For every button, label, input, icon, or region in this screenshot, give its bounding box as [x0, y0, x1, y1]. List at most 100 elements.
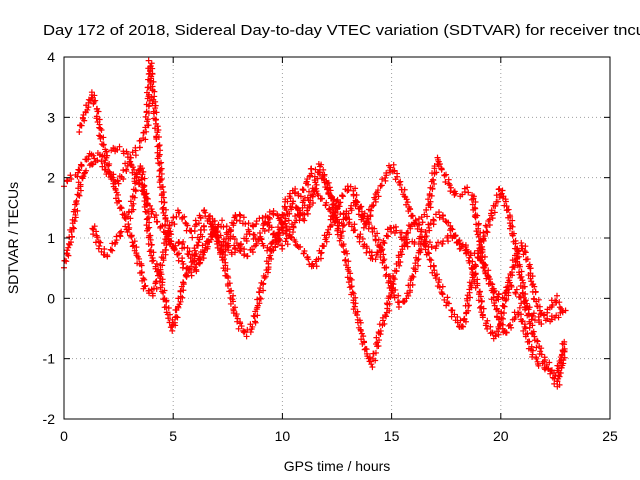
data-point	[501, 295, 508, 302]
data-point	[409, 281, 416, 288]
data-point	[491, 300, 498, 307]
data-point	[125, 209, 132, 216]
data-point	[265, 219, 272, 226]
data-point	[337, 235, 344, 242]
data-point	[101, 245, 108, 252]
data-point	[134, 253, 141, 260]
data-point	[187, 255, 194, 262]
data-point	[401, 234, 408, 241]
data-point	[224, 242, 231, 249]
data-point	[390, 274, 397, 281]
data-point	[474, 231, 481, 238]
data-point	[171, 221, 178, 228]
data-point	[253, 221, 260, 228]
data-point	[395, 292, 402, 299]
data-point	[408, 212, 415, 219]
data-point	[524, 338, 531, 345]
data-point	[286, 232, 293, 239]
x-tick-label: 25	[602, 428, 618, 444]
data-point	[195, 220, 202, 227]
data-point	[371, 225, 378, 232]
data-point	[544, 315, 551, 322]
data-point	[363, 243, 370, 250]
data-point	[71, 206, 78, 213]
data-point	[382, 311, 389, 318]
data-point	[162, 246, 169, 253]
data-point	[251, 313, 258, 320]
data-point	[369, 364, 376, 371]
data-point	[483, 223, 490, 230]
data-point	[236, 211, 243, 218]
data-point	[391, 276, 398, 283]
data-point	[98, 141, 105, 148]
data-point	[509, 217, 516, 224]
data-point	[126, 158, 133, 165]
data-point	[292, 238, 299, 245]
data-point	[379, 317, 386, 324]
y-tick-label: 0	[47, 290, 55, 306]
data-point	[245, 220, 252, 227]
data-point	[231, 236, 238, 243]
data-point	[173, 313, 180, 320]
data-point	[113, 189, 120, 196]
data-point	[162, 216, 169, 223]
data-point	[403, 196, 410, 203]
data-point	[308, 165, 315, 172]
data-point	[125, 221, 132, 228]
data-point	[147, 80, 154, 87]
data-point	[416, 247, 423, 254]
data-point	[345, 258, 352, 265]
data-point	[244, 253, 251, 260]
data-point	[522, 290, 529, 297]
data-point	[123, 166, 130, 173]
data-point	[502, 196, 509, 203]
data-point	[449, 307, 456, 314]
data-point	[148, 241, 155, 248]
data-point	[538, 351, 545, 358]
data-point	[383, 232, 390, 239]
data-point	[509, 223, 516, 230]
data-point	[143, 109, 150, 116]
data-point	[244, 326, 251, 333]
data-point	[556, 299, 563, 306]
data-point	[365, 225, 372, 232]
data-point	[467, 252, 474, 259]
data-point	[158, 192, 165, 199]
data-point	[365, 219, 372, 226]
data-point	[383, 313, 390, 320]
data-point	[535, 317, 542, 324]
data-point	[175, 257, 182, 264]
data-point	[175, 209, 182, 216]
data-point	[145, 234, 152, 241]
data-point	[377, 248, 384, 255]
data-point	[170, 244, 177, 251]
data-point	[256, 295, 263, 302]
data-point	[504, 207, 511, 214]
data-point	[154, 143, 161, 150]
data-point	[139, 188, 146, 195]
data-point	[386, 277, 393, 284]
data-point	[357, 327, 364, 334]
data-point	[414, 225, 421, 232]
data-point	[522, 249, 529, 256]
data-point	[480, 235, 487, 242]
data-point	[516, 271, 523, 278]
data-point	[313, 263, 320, 270]
data-point	[397, 248, 404, 255]
data-point	[283, 235, 290, 242]
data-point	[93, 232, 100, 239]
data-point	[492, 202, 499, 209]
data-point	[236, 319, 243, 326]
data-point	[394, 173, 401, 180]
data-point	[245, 228, 252, 235]
data-point	[189, 258, 196, 265]
data-point	[322, 202, 329, 209]
data-point	[478, 297, 485, 304]
data-point	[410, 265, 417, 272]
data-point	[212, 224, 219, 231]
data-point	[233, 217, 240, 224]
data-point	[228, 251, 235, 258]
data-point	[363, 249, 370, 256]
data-point	[170, 321, 177, 328]
